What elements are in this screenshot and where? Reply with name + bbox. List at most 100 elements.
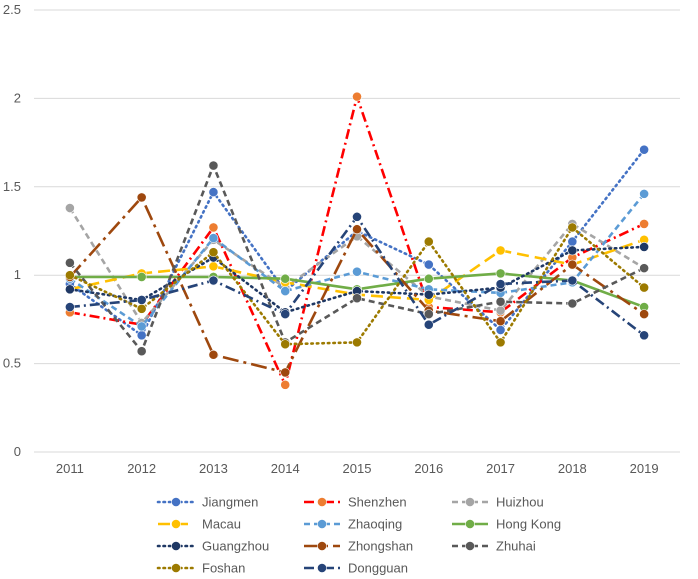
data-point <box>567 275 578 286</box>
data-point <box>64 203 75 213</box>
legend-label: Guangzhou <box>202 539 269 554</box>
data-point <box>495 337 506 348</box>
data-point <box>352 266 362 277</box>
legend-item: Foshan <box>156 561 245 576</box>
data-point <box>136 330 147 341</box>
legend-item: Dongguan <box>304 561 408 576</box>
data-point <box>352 293 362 304</box>
y-tick-label: 0 <box>14 444 21 459</box>
legend-marker <box>171 563 181 573</box>
data-point <box>423 236 434 247</box>
y-tick-label: 0.5 <box>3 356 21 371</box>
data-point <box>567 222 578 233</box>
legend: Jiangmen Shenzhen Huizhou Macau Zhaoqing Hong… <box>156 495 561 576</box>
data-point <box>208 349 219 360</box>
data-point <box>423 273 434 284</box>
data-point <box>208 275 219 286</box>
legend-marker <box>317 541 327 551</box>
series-zhuhai <box>64 160 650 357</box>
data-point <box>136 303 147 314</box>
data-point <box>64 284 75 295</box>
legend-marker <box>465 497 475 507</box>
data-point <box>495 296 506 307</box>
legend-item: Zhuhai <box>452 539 536 554</box>
data-point <box>423 319 434 330</box>
data-point <box>136 272 147 282</box>
y-axis-ticks: 0 0.5 1 1.5 2 2.5 <box>3 2 21 459</box>
data-point <box>208 233 219 243</box>
legend-marker <box>317 497 327 507</box>
data-point <box>208 160 219 171</box>
legend-marker <box>317 563 327 573</box>
x-tick-label: 2018 <box>558 461 587 476</box>
x-tick-label: 2016 <box>414 461 443 476</box>
data-point <box>639 309 650 319</box>
data-point <box>423 259 434 270</box>
legend-label: Macau <box>202 517 241 532</box>
x-tick-label: 2014 <box>271 461 300 476</box>
data-point <box>64 302 75 312</box>
data-point <box>352 224 362 235</box>
data-point <box>423 289 434 300</box>
data-point <box>280 339 291 350</box>
data-point <box>639 242 650 252</box>
data-point <box>495 305 506 316</box>
legend-marker <box>171 497 181 507</box>
data-point <box>495 279 506 289</box>
data-point <box>495 325 506 335</box>
legend-label: Jiangmen <box>202 495 258 510</box>
legend-label: Zhaoqing <box>348 517 402 532</box>
data-point <box>495 316 506 327</box>
data-point <box>639 330 650 341</box>
data-point <box>567 245 578 256</box>
legend-label: Huizhou <box>496 495 544 510</box>
legend-item: Hong Kong <box>452 517 561 532</box>
x-tick-label: 2015 <box>343 461 372 476</box>
data-point <box>352 211 362 222</box>
legend-label: Zhongshan <box>348 539 413 554</box>
legend-marker <box>465 541 475 551</box>
legend-item: Huizhou <box>452 495 544 510</box>
x-axis-ticks: 2011 2012 2013 2014 2015 2016 2017 2018 2019 <box>56 461 659 476</box>
series-dongguan <box>64 211 650 341</box>
series-lines <box>64 91 650 390</box>
data-point <box>639 144 650 155</box>
legend-marker <box>317 519 327 529</box>
data-point <box>136 295 147 305</box>
legend-item: Jiangmen <box>156 495 258 510</box>
legend-item: Macau <box>158 517 241 532</box>
y-tick-label: 2.5 <box>3 2 21 17</box>
legend-marker <box>171 519 181 529</box>
data-point <box>280 309 291 319</box>
series-foshan <box>64 222 650 350</box>
x-tick-label: 2017 <box>486 461 515 476</box>
x-tick-label: 2011 <box>56 461 84 476</box>
data-point <box>639 282 650 293</box>
legend-label: Hong Kong <box>496 517 561 532</box>
y-tick-label: 2 <box>14 90 21 105</box>
data-point <box>639 188 650 199</box>
data-point <box>567 259 578 270</box>
legend-marker <box>465 519 475 529</box>
data-point <box>136 321 147 332</box>
data-point <box>423 309 434 319</box>
data-point <box>136 192 147 203</box>
x-tick-label: 2019 <box>630 461 659 476</box>
data-point <box>208 247 219 258</box>
data-point <box>352 337 362 348</box>
legend-label: Foshan <box>202 561 245 576</box>
legend-label: Zhuhai <box>496 539 536 554</box>
data-point <box>64 257 75 268</box>
legend-label: Shenzhen <box>348 495 407 510</box>
data-point <box>208 261 219 272</box>
x-tick-label: 2012 <box>127 461 156 476</box>
x-tick-label: 2013 <box>199 461 228 476</box>
legend-item: Guangzhou <box>156 539 269 554</box>
legend-item: Zhaoqing <box>304 517 402 532</box>
data-point <box>280 286 291 297</box>
data-point <box>352 91 362 102</box>
data-point <box>495 268 506 279</box>
data-point <box>136 346 147 357</box>
data-point <box>208 187 219 198</box>
